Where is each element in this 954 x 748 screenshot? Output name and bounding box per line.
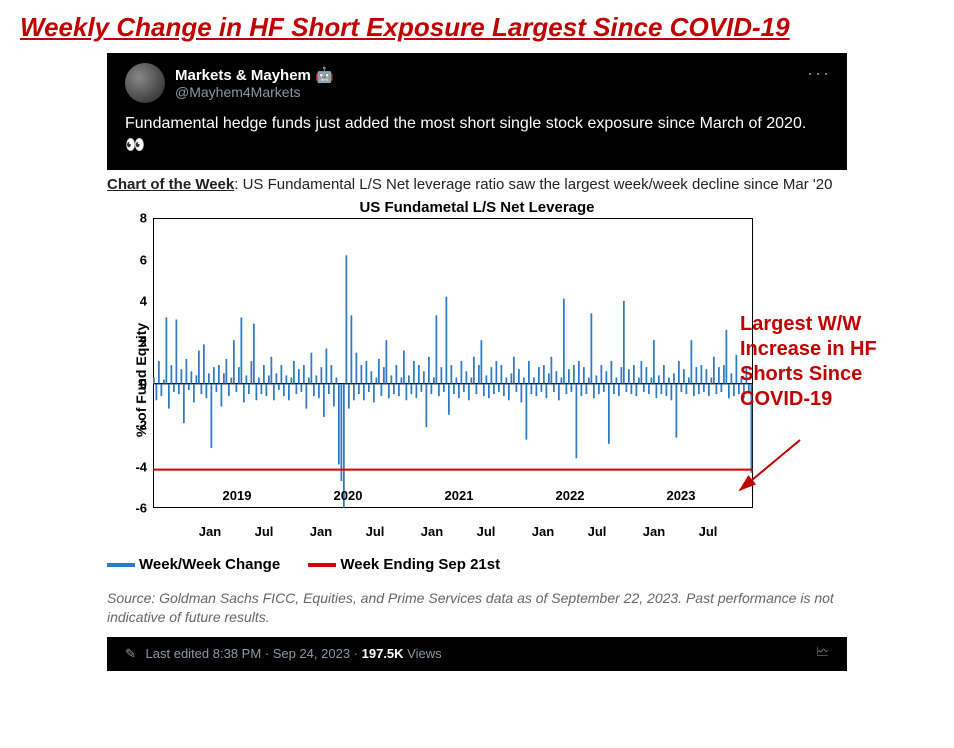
tweet-footer-text: ✎ Last edited 8:38 PM · Sep 24, 2023 · 1… — [125, 646, 442, 662]
legend: Week/Week Change Week Ending Sep 21st — [107, 556, 847, 573]
tweet-body: Fundamental hedge funds just added the m… — [125, 113, 829, 156]
chart-title: US Fundametal L/S Net Leverage — [107, 199, 847, 216]
tweet-handle[interactable]: @Mayhem4Markets — [175, 84, 334, 100]
x-month-labels: Jan Jul Jan Jul Jan Jul Jan Jul Jan Jul — [153, 524, 753, 542]
x-year: 2023 — [667, 488, 696, 503]
pencil-icon: ✎ — [125, 646, 136, 661]
legend-series: Week/Week Change — [107, 556, 280, 573]
callout-annotation: Largest W/W Increase in HF Shorts Since … — [740, 312, 930, 412]
y-tick: -2 — [135, 418, 153, 433]
y-tick: 8 — [140, 211, 153, 226]
chart-area: US Fundametal L/S Net Leverage % of Fund… — [107, 199, 847, 542]
tweet-timestamp: Last edited 8:38 PM · Sep 24, 2023 · — [146, 646, 362, 661]
cotw-text: : US Fundamental L/S Net leverage ratio … — [234, 176, 832, 193]
y-tick: 0 — [140, 376, 153, 391]
y-tick: 6 — [140, 252, 153, 267]
x-year: 2019 — [223, 488, 252, 503]
legend-threshold-label: Week Ending Sep 21st — [340, 556, 500, 573]
legend-swatch-series — [107, 563, 135, 567]
x-month: Jul — [255, 524, 274, 539]
y-tick: -4 — [135, 459, 153, 474]
page: Weekly Change in HF Short Exposure Large… — [0, 0, 954, 748]
page-title: Weekly Change in HF Short Exposure Large… — [20, 12, 934, 43]
tweet-footer: ✎ Last edited 8:38 PM · Sep 24, 2023 · 1… — [107, 637, 847, 671]
tweet-user-block: Markets & Mayhem 🤖 @Mayhem4Markets — [175, 66, 334, 100]
x-month: Jan — [643, 524, 665, 539]
legend-threshold: Week Ending Sep 21st — [308, 556, 500, 573]
cotw-label: Chart of the Week — [107, 176, 234, 193]
source-note: Source: Goldman Sachs FICC, Equities, an… — [107, 589, 847, 627]
tweet-card: Markets & Mayhem 🤖 @Mayhem4Markets ··· F… — [107, 53, 847, 170]
x-month: Jan — [310, 524, 332, 539]
more-icon[interactable]: ··· — [807, 63, 831, 84]
y-tick: -6 — [135, 501, 153, 516]
y-tick: 4 — [140, 294, 153, 309]
x-month: Jul — [366, 524, 385, 539]
x-year-labels: 20192020202120222023 — [153, 508, 753, 524]
x-month: Jul — [699, 524, 718, 539]
tweet-header: Markets & Mayhem 🤖 @Mayhem4Markets ··· — [125, 63, 829, 103]
x-month: Jan — [532, 524, 554, 539]
tweet-view-count: 197.5K — [362, 646, 404, 661]
x-year: 2021 — [445, 488, 474, 503]
chart-of-the-week-caption: Chart of the Week: US Fundamental L/S Ne… — [107, 176, 847, 193]
tweet-views-suffix: Views — [404, 646, 442, 661]
x-month: Jan — [421, 524, 443, 539]
analytics-icon[interactable]: 🗠 — [816, 643, 829, 665]
legend-series-label: Week/Week Change — [139, 556, 280, 573]
avatar — [125, 63, 165, 103]
x-year: 2022 — [556, 488, 585, 503]
legend-swatch-threshold — [308, 563, 336, 567]
tweet-username[interactable]: Markets & Mayhem 🤖 — [175, 66, 334, 84]
x-year: 2020 — [334, 488, 363, 503]
y-tick: 2 — [140, 335, 153, 350]
x-month: Jul — [588, 524, 607, 539]
x-month: Jan — [199, 524, 221, 539]
x-month: Jul — [477, 524, 496, 539]
bar-chart — [153, 218, 753, 508]
